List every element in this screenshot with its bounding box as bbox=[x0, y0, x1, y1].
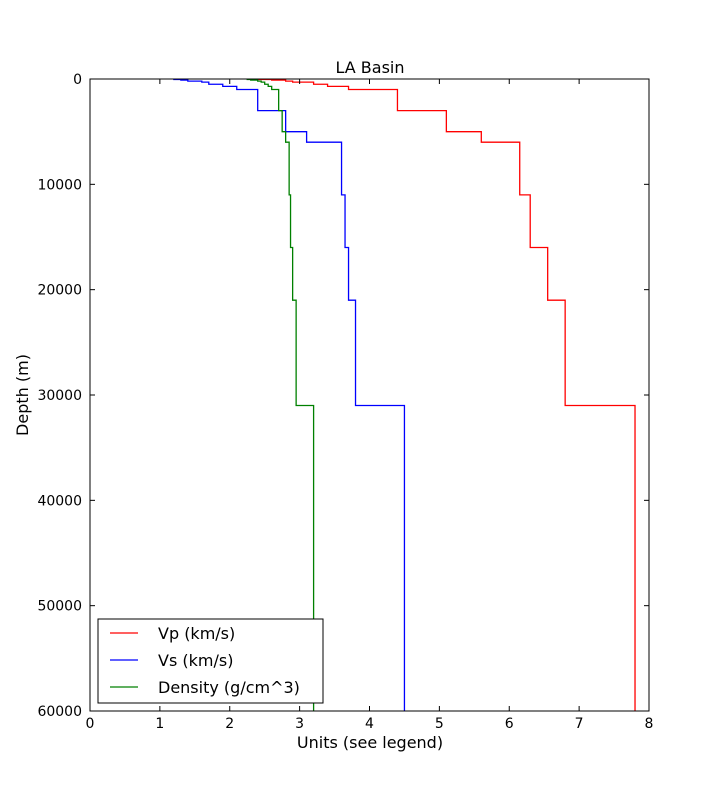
x-tick-label: 5 bbox=[435, 716, 444, 732]
x-tick-label: 8 bbox=[645, 716, 654, 732]
series-line-1 bbox=[173, 78, 406, 711]
y-tick-label: 50000 bbox=[37, 599, 82, 615]
x-tick-label: 7 bbox=[575, 716, 584, 732]
x-tick-label: 2 bbox=[225, 716, 234, 732]
x-tick-label: 6 bbox=[505, 716, 514, 732]
y-axis-label: Depth (m) bbox=[13, 354, 32, 436]
y-tick-label: 20000 bbox=[37, 283, 82, 299]
y-tick-label: 0 bbox=[73, 72, 82, 88]
chart-title: LA Basin bbox=[335, 58, 404, 77]
x-axis-label: Units (see legend) bbox=[297, 733, 443, 752]
y-axis: 0 10000 20000 30000 40000 50000 60000 bbox=[37, 72, 649, 720]
series-line-0 bbox=[250, 78, 636, 711]
x-tick-label: 3 bbox=[295, 716, 304, 732]
legend: Vp (km/s) Vs (km/s) Density (g/cm^3) bbox=[97, 618, 324, 704]
y-tick-label: 10000 bbox=[37, 177, 82, 193]
legend-label-1: Vs (km/s) bbox=[158, 651, 233, 670]
x-axis: 0 1 2 3 4 5 6 7 8 bbox=[86, 79, 654, 732]
y-tick-label: 30000 bbox=[37, 388, 82, 404]
x-tick-label: 4 bbox=[365, 716, 374, 732]
legend-label-0: Vp (km/s) bbox=[158, 624, 235, 643]
x-tick-label: 0 bbox=[86, 716, 95, 732]
legend-label-2: Density (g/cm^3) bbox=[158, 678, 300, 697]
x-tick-label: 1 bbox=[155, 716, 164, 732]
y-tick-label: 60000 bbox=[37, 704, 82, 720]
y-tick-label: 40000 bbox=[37, 493, 82, 509]
series-layer bbox=[173, 78, 636, 711]
series-line-2 bbox=[246, 78, 315, 711]
